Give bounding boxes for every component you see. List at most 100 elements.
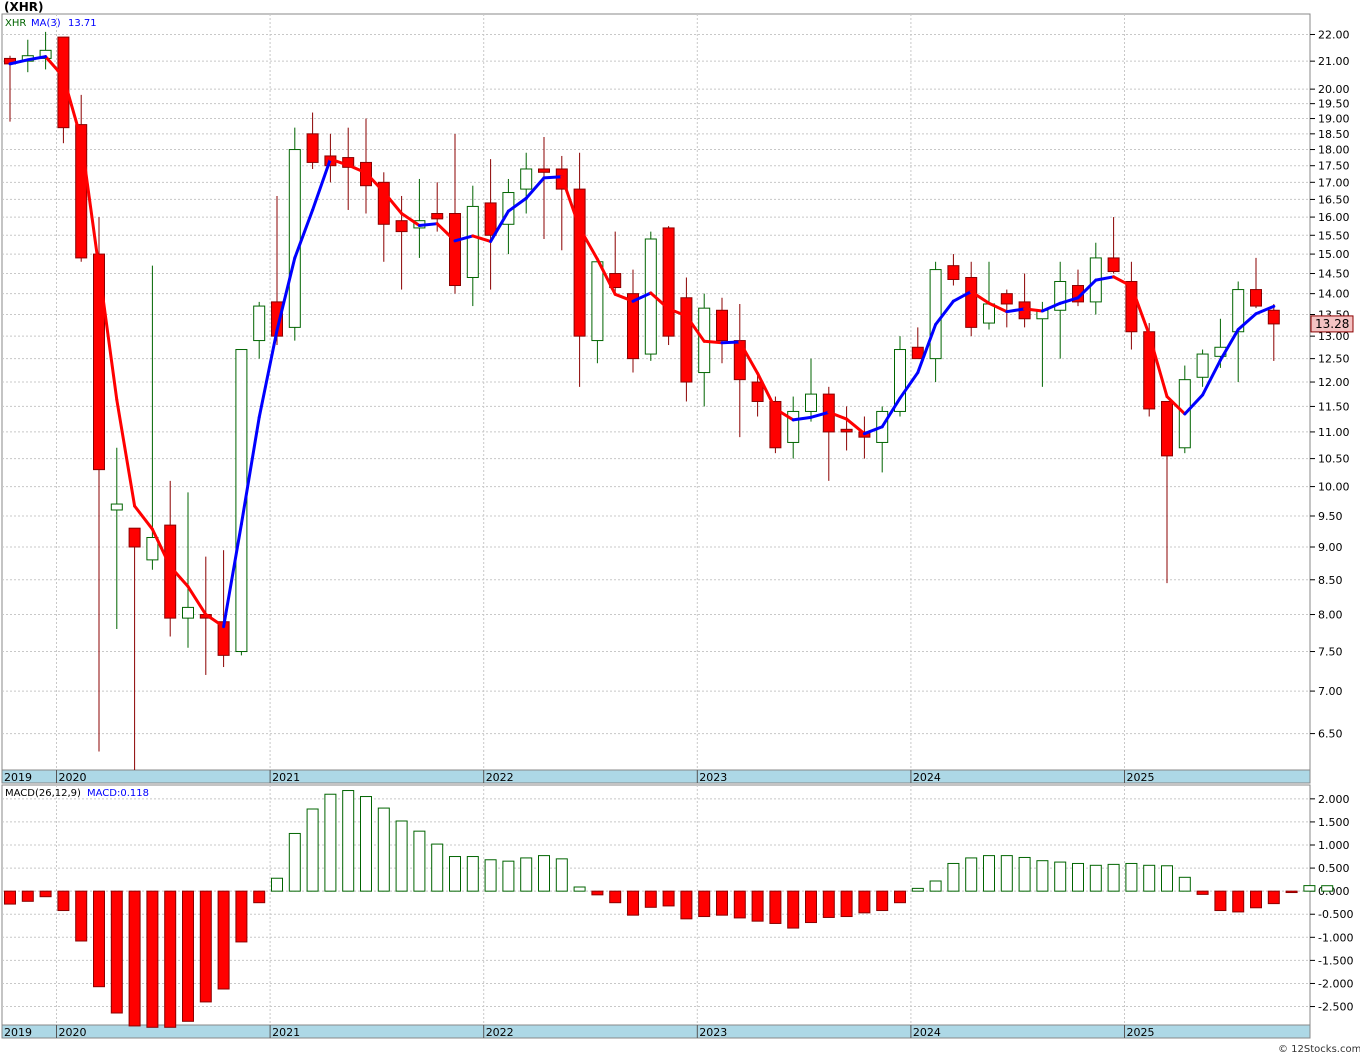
ma-line-segment — [382, 190, 404, 216]
ma-line-segment — [987, 301, 1009, 314]
ma-line-segment — [684, 314, 706, 343]
macd-bar — [449, 856, 461, 892]
ticker-label: XHR — [5, 18, 26, 29]
macd-bar — [128, 890, 141, 1027]
price-tick-label: 9.50 — [1318, 510, 1343, 523]
ma-line-segment — [26, 55, 48, 62]
candle-body — [911, 346, 924, 360]
ma-line-segment — [791, 415, 813, 422]
price-tick-label: 10.00 — [1318, 481, 1350, 494]
candle-body — [1250, 289, 1262, 307]
candle-body — [431, 213, 444, 220]
macd-bar — [502, 860, 515, 892]
ma-line-segment — [1201, 358, 1222, 397]
candle-body — [253, 305, 266, 342]
candle-body — [93, 253, 105, 471]
macd-year-label: 2020 — [59, 1026, 87, 1039]
ma-line-segment — [275, 256, 297, 332]
macd-bar — [271, 877, 283, 892]
ma-line-segment — [489, 209, 510, 243]
copyright-label: © 12Stocks.com — [1278, 1044, 1360, 1055]
price-year-label: 2019 — [4, 771, 32, 784]
macd-title: MACD(26,12,9) — [5, 788, 81, 799]
macd-bar — [627, 890, 639, 916]
macd-bar — [1232, 890, 1245, 913]
macd-bar — [1321, 885, 1334, 892]
candle-body — [627, 293, 639, 360]
ma-line-segment — [79, 137, 101, 270]
candle-body — [75, 124, 88, 259]
macd-tick-label: -2.500 — [1318, 1001, 1353, 1014]
price-tick-label: 14.00 — [1318, 288, 1350, 301]
candle-body — [1196, 353, 1209, 378]
ma-line-segment — [1236, 312, 1258, 332]
candle-body — [182, 606, 194, 619]
candle-body — [1000, 293, 1013, 305]
price-tick-label: 14.50 — [1318, 268, 1350, 281]
candle-body — [1125, 280, 1138, 333]
price-tick-label: 11.50 — [1318, 400, 1350, 413]
candle-body — [787, 410, 800, 443]
last-price-label: 13.28 — [1315, 317, 1349, 331]
price-panel-frame — [1, 13, 1311, 771]
candle-body — [1107, 257, 1120, 273]
macd-bar — [983, 855, 995, 892]
ma-line-segment — [328, 157, 350, 167]
macd-value-label: MACD:0.118 — [87, 788, 149, 799]
macd-bar — [805, 890, 817, 924]
macd-tick-label: -1.500 — [1318, 954, 1353, 967]
ma-line-segment — [239, 415, 261, 526]
macd-bar — [21, 890, 34, 902]
candle-body — [466, 205, 479, 278]
ma-line-segment — [667, 307, 688, 318]
macd-bar — [1196, 890, 1209, 895]
price-tick-label: 12.00 — [1318, 376, 1350, 389]
ma-line-segment — [453, 234, 475, 243]
macd-tick-label: 2.000 — [1318, 793, 1350, 806]
candle-body — [965, 276, 978, 328]
price-tick-label: 9.00 — [1318, 541, 1343, 554]
macd-bar — [182, 890, 194, 1022]
ma-line-segment — [560, 175, 582, 230]
ma-line-segment — [916, 322, 938, 375]
macd-bar — [520, 857, 533, 892]
ma-line-segment — [595, 257, 617, 296]
candle-body — [288, 149, 301, 328]
macd-bar — [199, 890, 212, 1003]
macd-bar — [555, 858, 568, 892]
price-year-label: 2023 — [699, 771, 727, 784]
price-tick-label: 15.00 — [1318, 248, 1350, 261]
ma-line-segment — [524, 176, 546, 200]
candle-body — [680, 297, 693, 383]
ma-line-segment — [1040, 301, 1062, 313]
ma-line-segment — [542, 175, 564, 180]
macd-bar — [288, 832, 301, 892]
ma-line-segment — [809, 410, 831, 419]
ma-line-segment — [435, 222, 457, 243]
macd-bar — [324, 793, 337, 892]
macd-bar — [342, 790, 355, 892]
ma-line-segment — [756, 371, 777, 411]
ma-line-segment — [1254, 304, 1276, 316]
candle-body — [520, 168, 533, 190]
candle-body — [662, 227, 675, 337]
macd-bar — [947, 862, 960, 892]
macd-bar — [1285, 890, 1298, 894]
ma-line-segment — [1218, 328, 1240, 362]
macd-bar — [573, 886, 586, 892]
ma-line-segment — [222, 522, 243, 629]
macd-bar — [858, 890, 871, 914]
macd-bar — [911, 887, 924, 892]
ma-line-segment — [1147, 333, 1169, 399]
ma-line-segment — [845, 417, 866, 436]
macd-bar — [164, 890, 177, 1028]
ma-line-segment — [880, 396, 902, 429]
macd-bar — [1250, 890, 1262, 909]
ma-line-segment — [44, 55, 65, 79]
price-tick-label: 22.00 — [1318, 28, 1350, 41]
macd-bar — [1107, 863, 1120, 892]
ma-line-segment — [150, 527, 172, 568]
macd-bar — [662, 890, 675, 907]
price-tick-label: 7.50 — [1318, 646, 1343, 659]
